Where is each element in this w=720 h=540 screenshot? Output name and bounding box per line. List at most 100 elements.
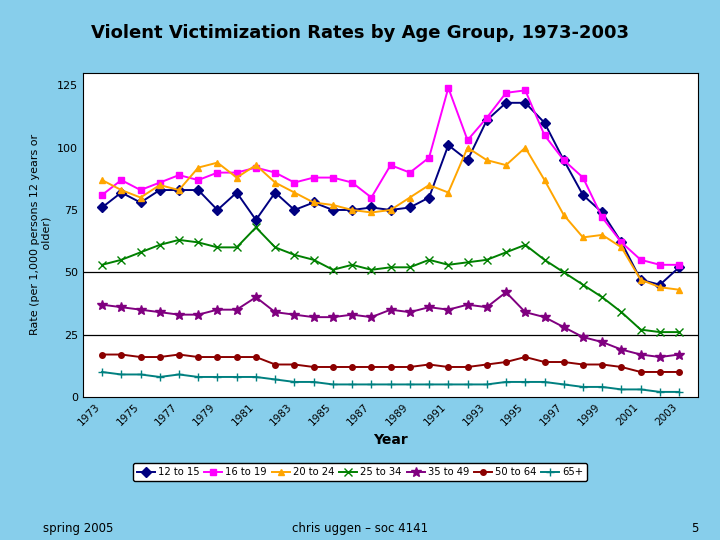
35 to 49 — [348, 312, 356, 318]
25 to 34 — [425, 256, 433, 263]
65+ — [98, 369, 107, 375]
Text: 5: 5 — [691, 522, 698, 535]
20 to 24 — [444, 190, 453, 196]
50 to 64 — [463, 364, 472, 370]
50 to 64 — [675, 369, 683, 375]
16 to 19 — [271, 170, 279, 176]
35 to 49 — [387, 306, 395, 313]
50 to 64 — [521, 354, 530, 360]
16 to 19 — [540, 132, 549, 138]
35 to 49 — [213, 306, 222, 313]
65+ — [233, 374, 241, 380]
25 to 34 — [98, 261, 107, 268]
16 to 19 — [579, 174, 588, 181]
50 to 64 — [656, 369, 665, 375]
65+ — [290, 379, 299, 385]
50 to 64 — [367, 364, 376, 370]
50 to 64 — [98, 352, 107, 358]
16 to 19 — [348, 179, 356, 186]
35 to 49 — [444, 306, 453, 313]
12 to 15 — [251, 217, 260, 223]
25 to 34 — [675, 329, 683, 335]
16 to 19 — [387, 162, 395, 168]
12 to 15 — [290, 207, 299, 213]
35 to 49 — [675, 352, 683, 358]
12 to 15 — [175, 187, 184, 193]
65+ — [444, 381, 453, 388]
65+ — [521, 379, 530, 385]
25 to 34 — [213, 244, 222, 251]
16 to 19 — [328, 174, 337, 181]
12 to 15 — [617, 239, 626, 246]
20 to 24 — [290, 190, 299, 196]
65+ — [117, 371, 125, 377]
Text: Violent Victimization Rates by Age Group, 1973-2003: Violent Victimization Rates by Age Group… — [91, 24, 629, 42]
65+ — [675, 389, 683, 395]
16 to 19 — [636, 256, 645, 263]
25 to 34 — [444, 261, 453, 268]
65+ — [213, 374, 222, 380]
25 to 34 — [310, 256, 318, 263]
20 to 24 — [675, 287, 683, 293]
12 to 15 — [194, 187, 202, 193]
12 to 15 — [463, 157, 472, 164]
65+ — [636, 386, 645, 393]
25 to 34 — [656, 329, 665, 335]
50 to 64 — [425, 361, 433, 368]
Text: spring 2005: spring 2005 — [43, 522, 114, 535]
25 to 34 — [540, 256, 549, 263]
35 to 49 — [502, 289, 510, 295]
12 to 15 — [482, 117, 491, 124]
35 to 49 — [559, 324, 568, 330]
12 to 15 — [98, 204, 107, 211]
35 to 49 — [175, 312, 184, 318]
50 to 64 — [444, 364, 453, 370]
16 to 19 — [310, 174, 318, 181]
65+ — [425, 381, 433, 388]
20 to 24 — [425, 182, 433, 188]
35 to 49 — [233, 306, 241, 313]
65+ — [367, 381, 376, 388]
25 to 34 — [290, 252, 299, 258]
25 to 34 — [559, 269, 568, 275]
50 to 64 — [387, 364, 395, 370]
65+ — [598, 384, 606, 390]
50 to 64 — [579, 361, 588, 368]
16 to 19 — [367, 194, 376, 201]
50 to 64 — [405, 364, 414, 370]
16 to 19 — [675, 261, 683, 268]
35 to 49 — [579, 334, 588, 340]
65+ — [310, 379, 318, 385]
50 to 64 — [117, 352, 125, 358]
16 to 19 — [405, 170, 414, 176]
20 to 24 — [194, 164, 202, 171]
25 to 34 — [598, 294, 606, 300]
12 to 15 — [328, 207, 337, 213]
20 to 24 — [521, 144, 530, 151]
20 to 24 — [617, 244, 626, 251]
12 to 15 — [636, 276, 645, 283]
50 to 64 — [348, 364, 356, 370]
35 to 49 — [98, 301, 107, 308]
16 to 19 — [656, 261, 665, 268]
12 to 15 — [387, 207, 395, 213]
16 to 19 — [444, 85, 453, 91]
12 to 15 — [136, 199, 145, 206]
12 to 15 — [675, 264, 683, 271]
50 to 64 — [598, 361, 606, 368]
25 to 34 — [463, 259, 472, 266]
16 to 19 — [617, 239, 626, 246]
65+ — [271, 376, 279, 383]
35 to 49 — [156, 309, 164, 315]
20 to 24 — [98, 177, 107, 183]
35 to 49 — [117, 304, 125, 310]
16 to 19 — [482, 114, 491, 121]
25 to 34 — [175, 237, 184, 243]
25 to 34 — [617, 309, 626, 315]
65+ — [502, 379, 510, 385]
35 to 49 — [617, 346, 626, 353]
12 to 15 — [521, 99, 530, 106]
65+ — [156, 374, 164, 380]
35 to 49 — [328, 314, 337, 320]
50 to 64 — [233, 354, 241, 360]
